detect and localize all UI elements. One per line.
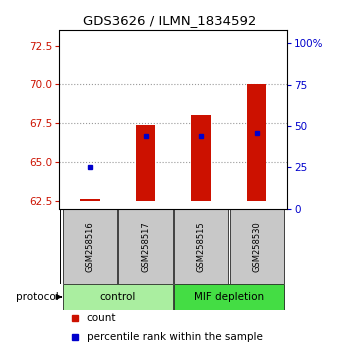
- Bar: [191, 115, 211, 201]
- Bar: [136, 125, 155, 201]
- Text: control: control: [100, 292, 136, 302]
- Bar: [230, 209, 284, 284]
- Bar: [174, 209, 228, 284]
- Bar: [247, 84, 267, 201]
- Text: MIF depletion: MIF depletion: [194, 292, 264, 302]
- Bar: [80, 199, 100, 201]
- Bar: [63, 284, 173, 310]
- Bar: [174, 284, 284, 310]
- Bar: [63, 209, 117, 284]
- Text: GSM258515: GSM258515: [197, 221, 206, 272]
- Text: GSM258530: GSM258530: [252, 221, 261, 272]
- Text: count: count: [87, 313, 116, 322]
- Text: GSM258516: GSM258516: [86, 221, 95, 272]
- Text: GSM258517: GSM258517: [141, 221, 150, 272]
- Text: percentile rank within the sample: percentile rank within the sample: [87, 332, 263, 342]
- Text: GDS3626 / ILMN_1834592: GDS3626 / ILMN_1834592: [83, 14, 257, 27]
- Bar: [118, 209, 173, 284]
- Text: protocol: protocol: [16, 292, 58, 302]
